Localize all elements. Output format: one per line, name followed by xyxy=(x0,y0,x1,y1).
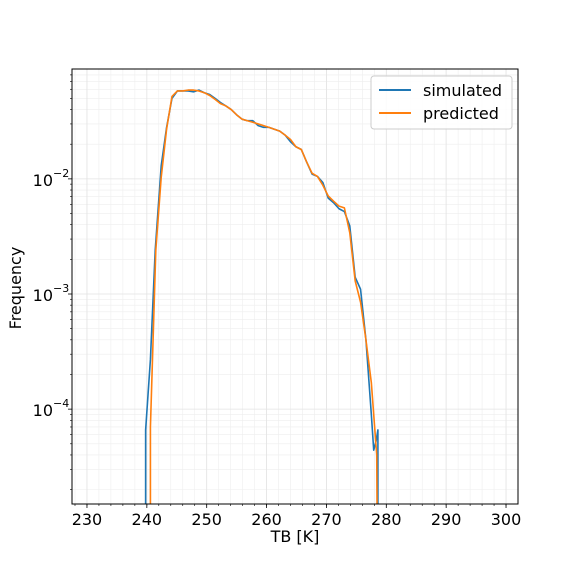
y-tick-exponent: −3 xyxy=(53,282,69,295)
y-tick-exponent: −2 xyxy=(53,167,69,180)
legend: simulated predicted xyxy=(371,76,512,129)
x-axis-label: TB [K] xyxy=(270,527,320,546)
x-tick-label: 250 xyxy=(191,510,222,529)
y-tick-label: 10 xyxy=(33,171,53,190)
x-tick-label: 280 xyxy=(371,510,402,529)
x-tick-label: 300 xyxy=(491,510,522,529)
y-tick-exponent: −4 xyxy=(53,397,69,410)
y-axis-label: Frequency xyxy=(6,247,25,330)
legend-label-predicted: predicted xyxy=(423,104,499,123)
x-tick-label: 290 xyxy=(431,510,462,529)
y-tick-label: 10 xyxy=(33,286,53,305)
x-tick-label: 230 xyxy=(72,510,103,529)
y-tick-label: 10 xyxy=(33,401,53,420)
legend-label-simulated: simulated xyxy=(423,81,502,100)
x-tick-label: 240 xyxy=(132,510,163,529)
